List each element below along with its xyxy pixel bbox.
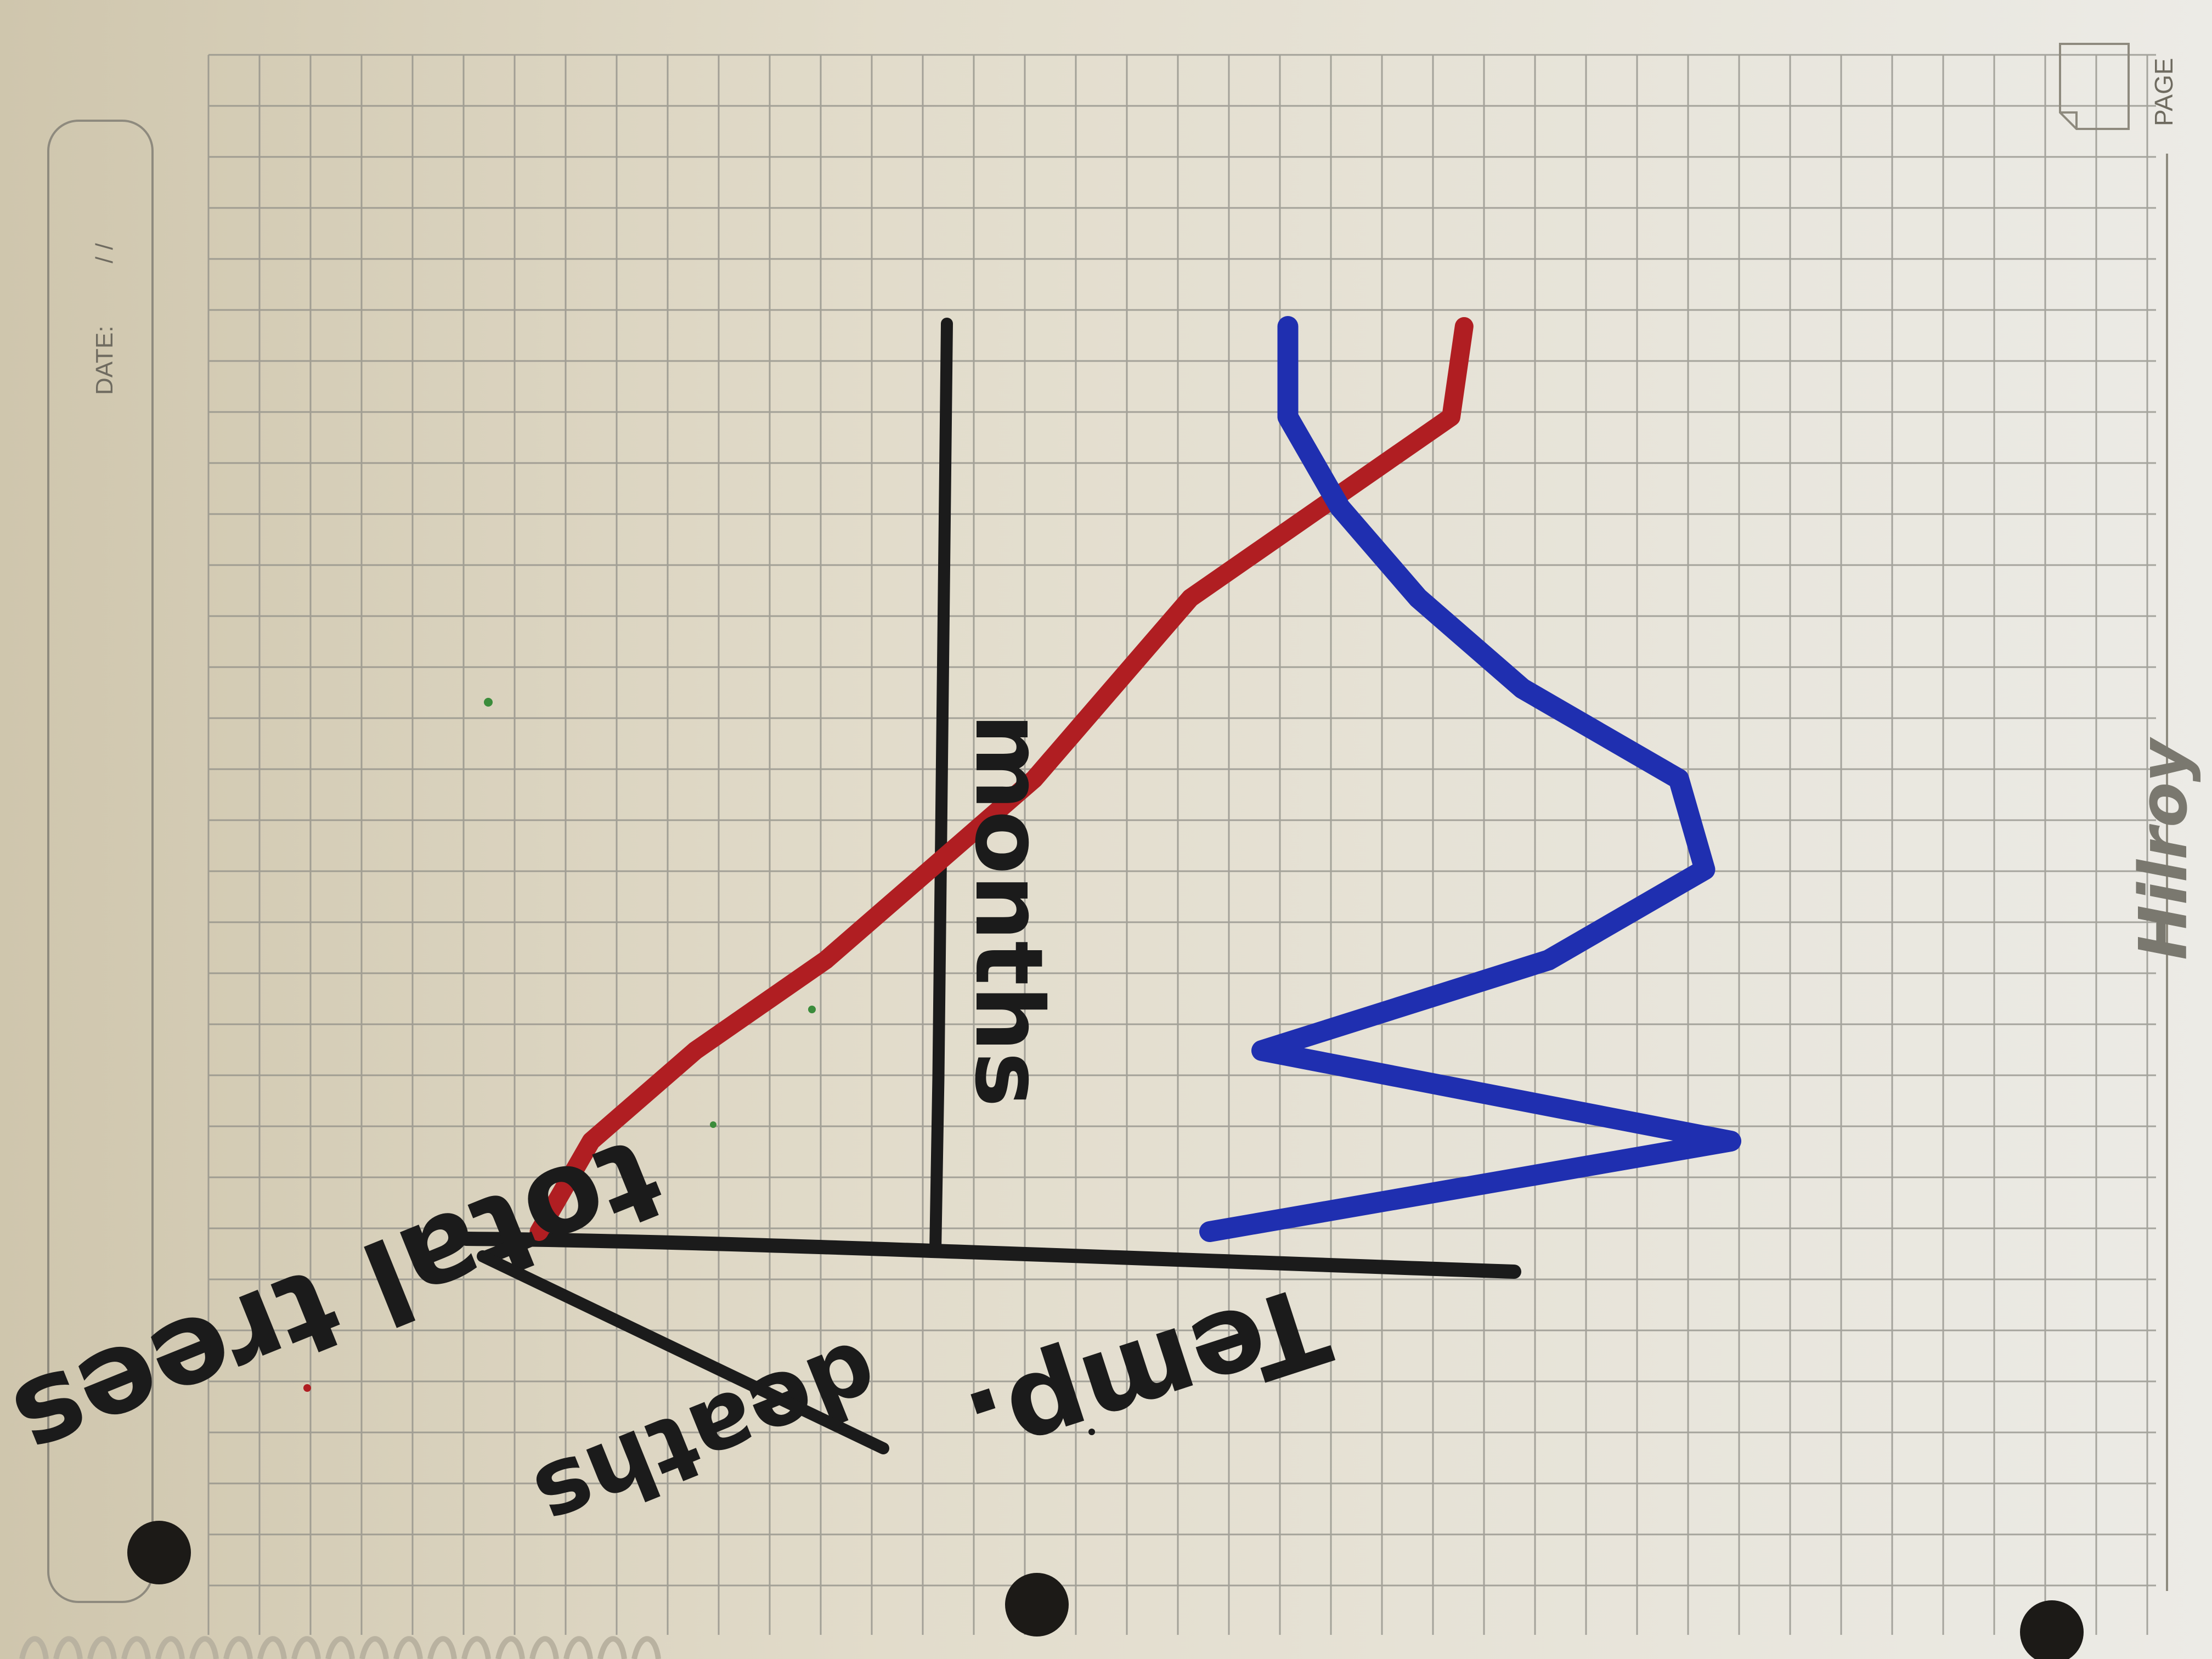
x-axis-line — [459, 1232, 1521, 1279]
spiral-ring — [155, 1636, 185, 1659]
spiral-ring — [393, 1636, 423, 1659]
spiral-ring — [461, 1636, 491, 1659]
series-red-line — [529, 317, 1474, 1241]
spiral-ring — [87, 1636, 117, 1659]
spiral-ring — [53, 1636, 83, 1659]
axis-label-months: months — [954, 713, 1063, 1107]
spiral-ring — [359, 1636, 389, 1659]
binder-hole — [127, 1521, 191, 1584]
spiral-ring — [427, 1636, 457, 1659]
middle-axis-line — [929, 318, 953, 1257]
page-box: PAGE — [2059, 43, 2178, 130]
binder-hole — [2020, 1600, 2084, 1659]
series-blue-line — [1199, 316, 1741, 1242]
date-slashes: / / — [91, 243, 118, 263]
spiral-ring — [291, 1636, 321, 1659]
strikethrough-line — [477, 1250, 889, 1454]
spiral-ring — [257, 1636, 287, 1659]
spiral-binding — [19, 1636, 661, 1659]
spiral-ring — [631, 1636, 661, 1659]
spiral-ring — [563, 1636, 593, 1659]
spiral-ring — [121, 1636, 151, 1659]
series-layer — [529, 316, 1741, 1242]
brand-logo: Hilroy — [2126, 737, 2202, 960]
spiral-ring — [189, 1636, 219, 1659]
spiral-ring — [19, 1636, 49, 1659]
axes — [459, 318, 1521, 1279]
binder-holes — [127, 1521, 2084, 1659]
spiral-ring — [325, 1636, 355, 1659]
binder-hole — [1005, 1573, 1069, 1637]
spiral-ring — [529, 1636, 559, 1659]
spiral-ring — [495, 1636, 525, 1659]
date-box: DATE: / / — [47, 120, 154, 1603]
spiral-ring — [597, 1636, 627, 1659]
spiral-ring — [223, 1636, 253, 1659]
page-label: PAGE — [2149, 58, 2178, 126]
date-label: DATE: — [91, 326, 118, 395]
ink-specks — [303, 698, 1095, 1435]
